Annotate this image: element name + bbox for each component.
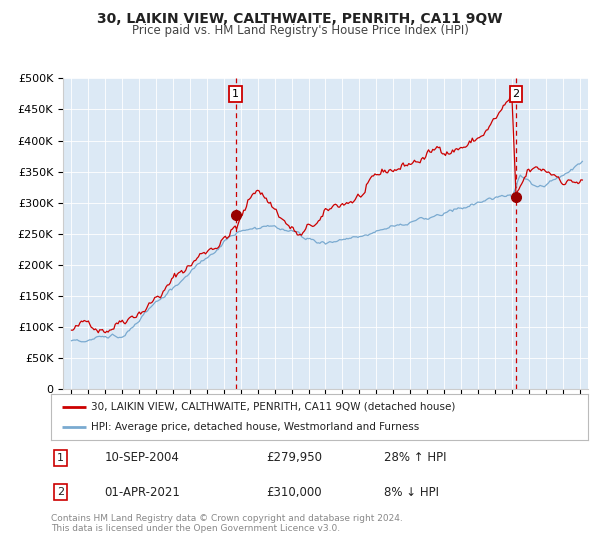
Text: HPI: Average price, detached house, Westmorland and Furness: HPI: Average price, detached house, West… — [91, 422, 419, 432]
Text: Price paid vs. HM Land Registry's House Price Index (HPI): Price paid vs. HM Land Registry's House … — [131, 24, 469, 36]
Text: 2: 2 — [512, 89, 520, 99]
Text: 30, LAIKIN VIEW, CALTHWAITE, PENRITH, CA11 9QW: 30, LAIKIN VIEW, CALTHWAITE, PENRITH, CA… — [97, 12, 503, 26]
Text: 30, LAIKIN VIEW, CALTHWAITE, PENRITH, CA11 9QW (detached house): 30, LAIKIN VIEW, CALTHWAITE, PENRITH, CA… — [91, 402, 455, 412]
Text: £310,000: £310,000 — [266, 486, 322, 498]
Text: 2: 2 — [57, 487, 64, 497]
Text: 1: 1 — [57, 453, 64, 463]
Text: 1: 1 — [232, 89, 239, 99]
Text: £279,950: £279,950 — [266, 451, 322, 464]
Text: 28% ↑ HPI: 28% ↑ HPI — [384, 451, 446, 464]
Text: 8% ↓ HPI: 8% ↓ HPI — [384, 486, 439, 498]
Text: 01-APR-2021: 01-APR-2021 — [105, 486, 181, 498]
Text: 10-SEP-2004: 10-SEP-2004 — [105, 451, 179, 464]
Text: Contains HM Land Registry data © Crown copyright and database right 2024.
This d: Contains HM Land Registry data © Crown c… — [51, 514, 403, 534]
